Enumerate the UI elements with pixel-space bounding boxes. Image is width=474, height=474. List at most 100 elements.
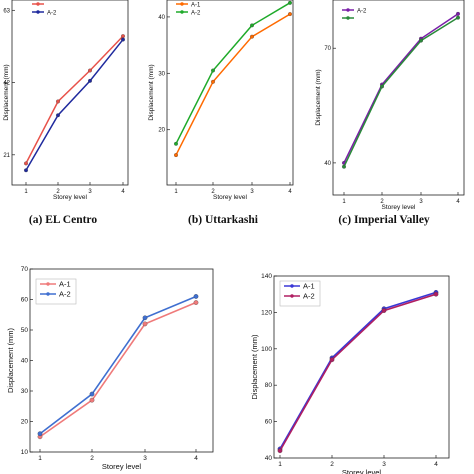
x-tick-label: 2 [380,199,384,205]
data-point [56,99,60,104]
y-tick-label: 30 [21,388,29,395]
y-tick-label: 70 [21,266,29,273]
series-line [279,293,437,452]
legend: A-1A-2 [279,280,321,307]
data-point [288,0,292,5]
data-point [142,315,148,321]
legend-marker [180,2,184,6]
x-tick-label: 3 [382,461,386,468]
legend-marker [346,16,350,20]
y-tick-label: 42 [3,81,10,87]
legend: A-1A-2 [35,278,77,305]
legend-label: A-1 [191,3,201,9]
y-tick-label: 40 [265,455,273,462]
plot-frame [166,0,294,186]
data-point [24,168,28,173]
data-point [211,68,215,73]
series-line [343,17,459,168]
data-point [211,79,215,84]
x-tick-label: 4 [288,189,292,195]
data-point [121,34,125,39]
legend-label: A-1 [303,282,315,291]
data-point [193,294,199,299]
series-line [25,39,124,171]
x-tick-label: 2 [211,189,215,195]
y-tick-label: 60 [21,297,29,304]
chart-panel-2: 20 30 40 1 2 3 4 Storey level Displacement (mm) A… [148,0,294,201]
chart-panel-1: 21 42 63 1 2 3 4 Storey level Displacement (mm) A… [3,0,129,201]
data-point [456,11,460,16]
data-point [89,391,95,397]
series-line [343,13,459,164]
data-point [174,153,178,158]
x-axis-label: Storey level [53,194,88,201]
y-tick-label: 40 [158,15,165,21]
caption-uttarkashi: (b) Uttarkashi [188,214,258,226]
x-tick-label: 4 [456,199,460,205]
x-tick-label: 4 [194,455,198,462]
y-tick-label: 40 [324,161,331,167]
y-axis-label: Displacement (mm) [315,69,322,125]
y-tick-label: 30 [158,71,165,77]
x-tick-label: 3 [250,189,254,195]
data-point [24,161,28,166]
x-axis-label: Storey level [342,468,382,474]
y-tick-label: 100 [261,346,272,353]
y-tick-label: 70 [324,46,331,52]
x-tick-label: 1 [342,199,346,205]
legend: A-2 [32,2,57,17]
legend: A-2 [342,8,367,20]
y-tick-label: 50 [21,327,29,334]
x-tick-label: 4 [434,461,438,468]
legend-marker [180,10,184,14]
data-point [37,431,43,437]
series-line [39,295,197,435]
x-tick-label: 3 [419,199,423,205]
x-tick-label: 2 [330,461,334,468]
y-tick-label: 10 [21,449,29,456]
data-point [88,78,92,83]
chart-panel-5: 40 60 80 100 120 140 1 2 3 4 Storey level Displacem… [250,273,450,474]
legend-label: A-1 [59,280,71,289]
y-tick-label: 80 [265,382,273,389]
data-point [342,164,346,169]
data-point [88,68,92,73]
data-point [380,84,384,89]
series-line [175,13,291,156]
plot-frame [11,0,129,186]
legend-label: A-2 [47,11,57,17]
series-line [279,291,437,450]
data-point [121,37,125,42]
y-tick-label: 140 [261,273,272,280]
data-point [56,113,60,118]
x-tick-label: 1 [174,189,178,195]
x-tick-label: 4 [121,189,125,195]
series-line [25,35,124,164]
legend-marker [46,292,50,296]
caption-el-centro: (a) EL Centro [28,214,98,226]
y-tick-label: 60 [265,419,273,426]
legend-label: A-2 [191,11,201,17]
data-point [193,300,199,305]
series-line [39,301,197,438]
data-point [288,12,292,17]
y-axis-label: Displacement (mm) [6,327,15,393]
y-tick-label: 120 [261,309,272,316]
data-point [142,321,148,327]
y-tick-label: 20 [21,419,29,426]
legend-box [35,278,77,305]
x-tick-label: 2 [90,455,94,462]
y-tick-label: 21 [3,153,10,159]
data-point [89,397,95,403]
series-line [175,2,291,145]
data-point [329,357,335,363]
y-axis-label: Displacement (mm) [148,64,155,120]
legend-label: A-2 [357,9,367,15]
legend-marker [36,10,40,14]
legend-marker [36,2,40,6]
x-tick-label: 1 [278,461,282,468]
x-tick-label: 3 [88,189,92,195]
x-tick-label: 2 [56,189,60,195]
legend-marker [46,282,50,286]
